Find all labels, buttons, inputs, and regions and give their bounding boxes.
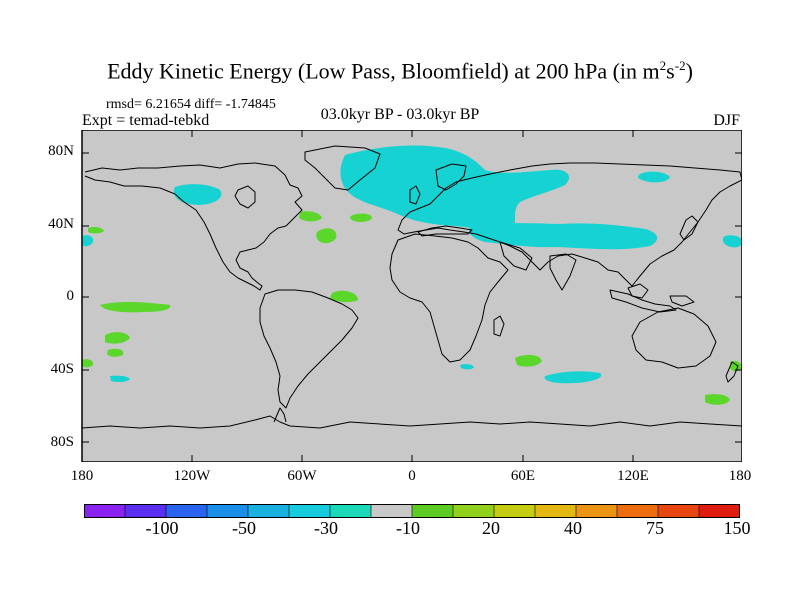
south-atlantic-cyan-blob [460, 363, 474, 370]
colorbar-cell [288, 504, 331, 518]
lon-tick: 120E [617, 468, 649, 484]
coastlines [81, 145, 742, 429]
antarctic-peninsula-coast [273, 407, 287, 423]
lat-tick: 0 [66, 288, 75, 304]
north-america-coast [84, 162, 303, 291]
indonesia-coast [609, 289, 677, 313]
uk-coast [409, 185, 421, 205]
colorbar-label: -30 [314, 518, 338, 538]
pacific-green-blob-2 [105, 332, 130, 344]
caribbean-green-blob [330, 290, 358, 303]
borneo-coast [627, 283, 649, 299]
arabia-coast [499, 241, 533, 271]
pacific-green-blob-4 [82, 359, 94, 368]
lon-tick: 0 [408, 468, 416, 484]
lon-tick: 60E [510, 468, 536, 484]
colorbar-cell [698, 504, 740, 518]
colorbar-cell [575, 504, 618, 518]
indian-ocean-green-blob [515, 354, 542, 367]
north-pacific-cyan-blob [637, 171, 670, 183]
colorbar-label: 40 [564, 518, 582, 538]
world-map [81, 130, 742, 462]
japan-coast [679, 215, 699, 241]
mediterranean-coast [417, 225, 473, 237]
tropical-pacific-green-blob [100, 301, 171, 313]
lat-tick: 40S [50, 361, 74, 377]
india-coast [549, 253, 577, 291]
lat-tick: 40N [48, 216, 74, 232]
pacific-green-blob-3 [107, 348, 124, 357]
australia-coast [631, 307, 717, 369]
colorbar-cell [165, 504, 208, 518]
colorbar-cell [534, 504, 577, 518]
madagascar-coast [493, 315, 505, 337]
axis-ticks [82, 130, 742, 462]
atlantic-green-blob-2 [316, 228, 337, 244]
colorbar [84, 504, 740, 518]
antarctica-coast [81, 415, 742, 429]
colorbar-frame [84, 504, 740, 518]
colorbar-cell [411, 504, 454, 518]
greenland-coast [304, 145, 381, 191]
colorbar-label: -10 [396, 518, 420, 538]
colorbar-label: 150 [723, 518, 751, 538]
colorbar-cell [124, 504, 167, 518]
colorbar-label: -100 [145, 518, 179, 538]
experiment-label: Expt = temad-tebkd [82, 112, 210, 129]
colorbar-cell [493, 504, 536, 518]
lon-tick: 180 [728, 468, 752, 484]
hudson-bay-coast [234, 185, 256, 209]
colorbar-cell [247, 504, 290, 518]
atlantic-green-blob [350, 213, 372, 222]
north-atlantic-cyan-blob [173, 184, 222, 205]
colorbar-cell [616, 504, 659, 518]
colorbar-cell [370, 504, 413, 518]
west-pacific-cyan-blob [82, 235, 94, 247]
lon-tick: 120W [173, 468, 211, 484]
colorbar-cell [329, 504, 372, 518]
colorbar-label: 75 [646, 518, 664, 538]
pacific-green-blob-1 [88, 227, 104, 234]
colorbar-cell [206, 504, 249, 518]
north-atlantic-europe-cyan-region [340, 145, 570, 231]
season-label: DJF [713, 112, 740, 129]
colorbar-cell [657, 504, 700, 518]
asia-cyan-band [468, 223, 658, 250]
new-zealand-coast [725, 361, 739, 383]
lat-tick: 80S [50, 434, 74, 450]
lon-tick: 180 [70, 468, 94, 484]
south-indian-cyan-blob [544, 371, 602, 384]
us-west-green-blob [299, 211, 322, 222]
south-pacific-cyan-blob [110, 375, 130, 383]
new-zealand-green-blob [730, 360, 742, 372]
period-label: 03.0kyr BP - 03.0kyr BP [320, 106, 480, 123]
africa-coast [389, 233, 509, 363]
east-pacific-cyan-blob [722, 235, 742, 248]
lon-tick: 60W [287, 468, 317, 484]
south-pacific-green-blob [705, 394, 730, 405]
plot-title: Eddy Kinetic Energy (Low Pass, Bloomfiel… [107, 58, 693, 84]
colorbar-cell [452, 504, 495, 518]
stats-label: rmsd= 6.21654 diff= -1.74845 [106, 97, 276, 112]
colorbar-cell [84, 504, 126, 518]
colorbar-label: 20 [482, 518, 500, 538]
negative-anomaly-regions [82, 145, 742, 384]
scandinavia-coast [435, 163, 467, 191]
lat-tick: 80N [48, 143, 74, 159]
colorbar-label: -50 [232, 518, 256, 538]
new-guinea-coast [669, 295, 695, 307]
positive-anomaly-regions [82, 211, 742, 405]
map-frame [81, 130, 742, 462]
south-america-coast [259, 289, 359, 409]
